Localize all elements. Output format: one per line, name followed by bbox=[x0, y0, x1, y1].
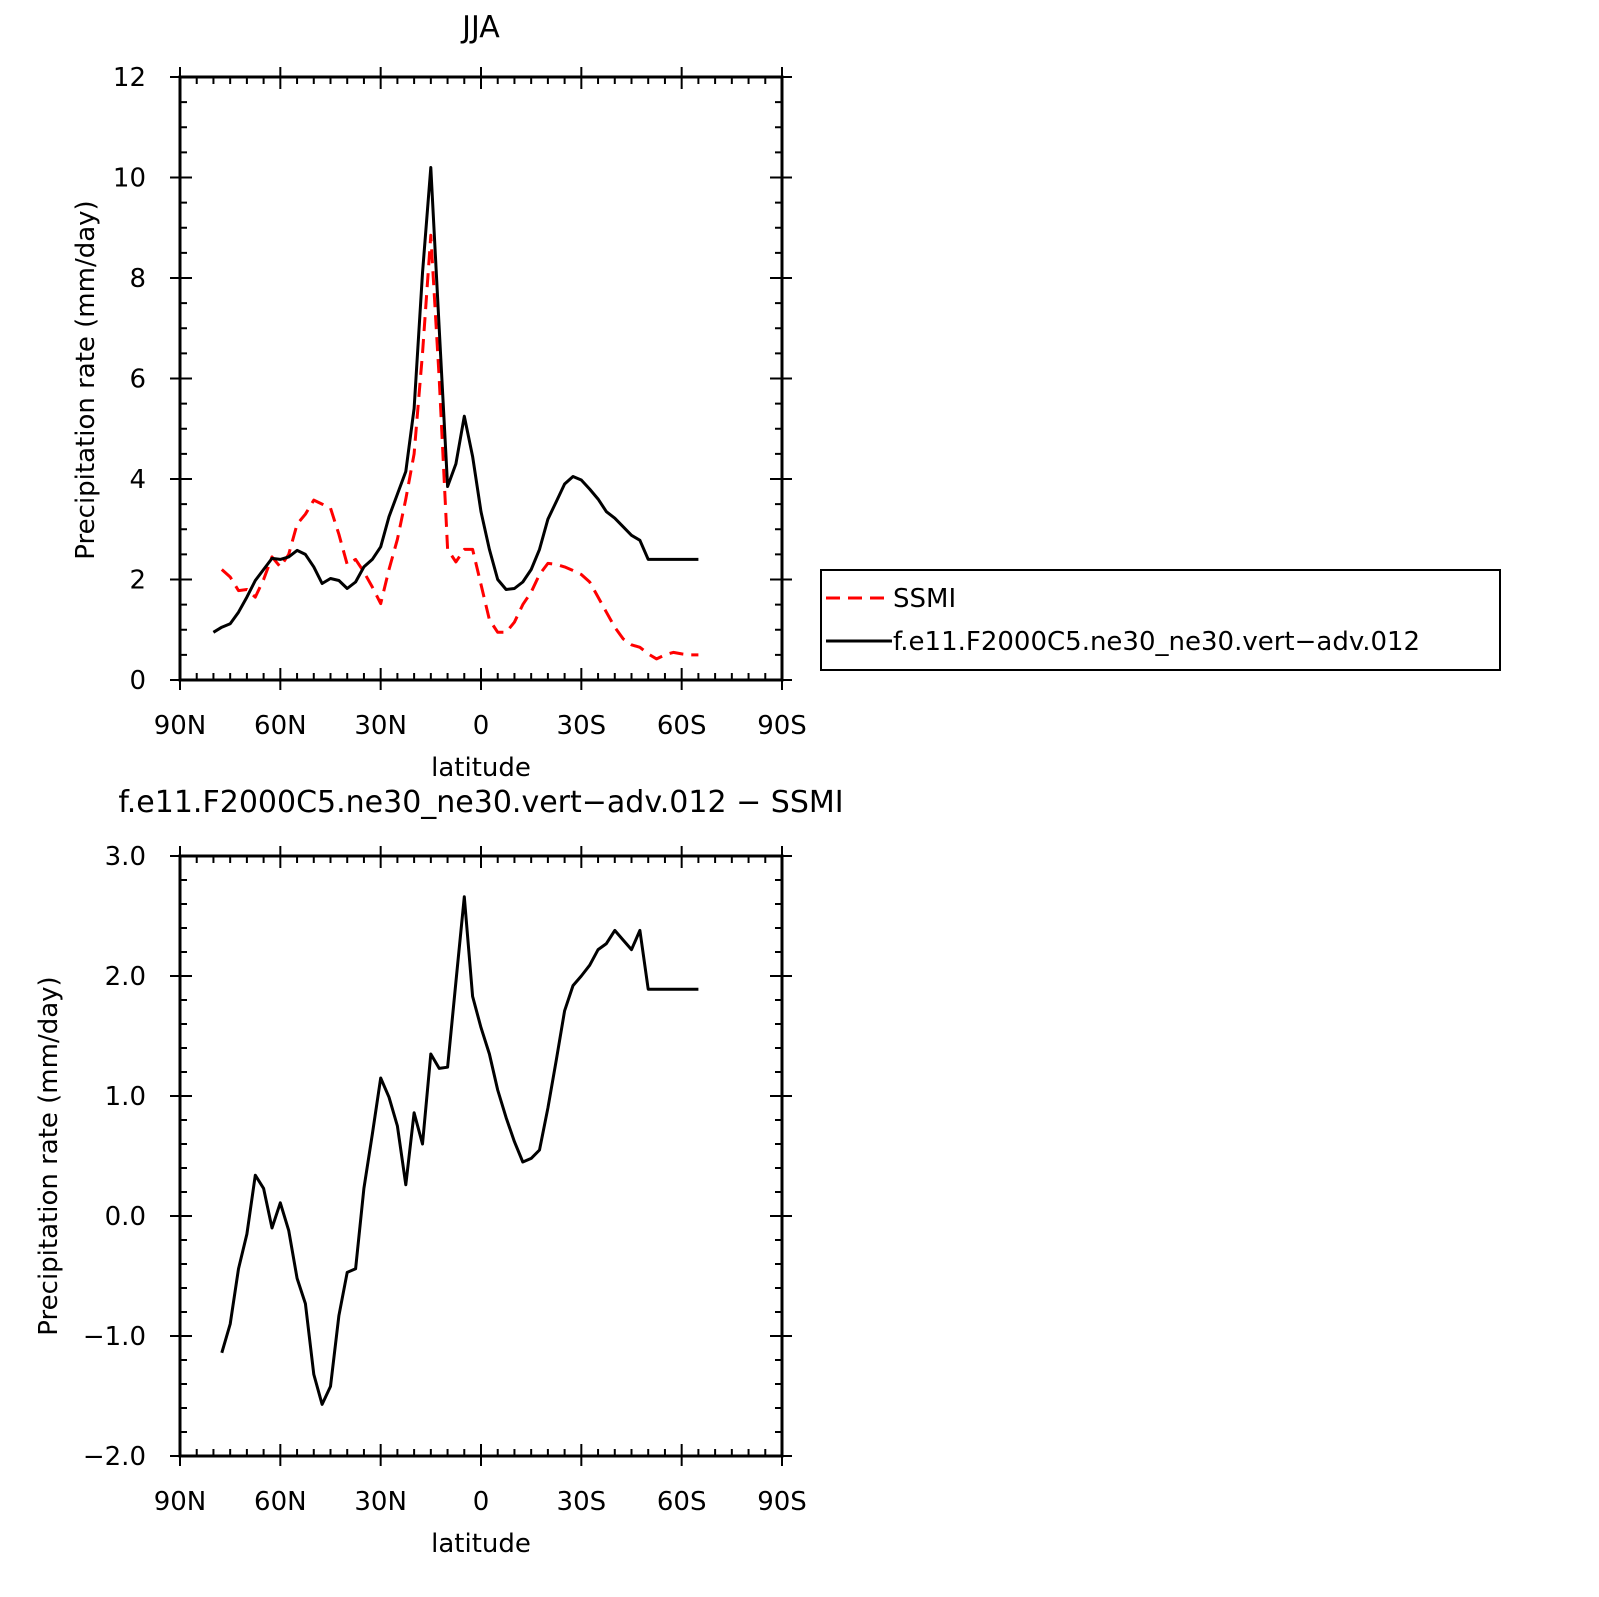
top-ytick-label: 12 bbox=[113, 63, 146, 93]
top-y-axis-label: Precipitation rate (mm/day) bbox=[71, 200, 101, 559]
top-ytick-label: 2 bbox=[129, 566, 146, 596]
top-x-axis-label: latitude bbox=[431, 753, 531, 783]
bottom-ytick-label: −1.0 bbox=[83, 1322, 146, 1352]
bottom-y-tick-labels: −2.0 −1.0 0.0 1.0 2.0 3.0 bbox=[83, 842, 146, 1472]
top-chart-panel: JJA 0 2 4 6 8 10 12 90N 60N 30N 0 30S 60S 90S latitu… bbox=[71, 10, 1501, 783]
top-series-line-0 bbox=[220, 233, 699, 661]
bottom-chart-title: f.e11.F2000C5.ne30_ne30.vert−adv.012 − S… bbox=[118, 785, 843, 820]
bottom-ytick-label: 3.0 bbox=[105, 842, 146, 872]
top-axis-ticks bbox=[170, 67, 792, 690]
bottom-xtick-label: 30S bbox=[557, 1487, 607, 1517]
top-series-line-1 bbox=[212, 166, 699, 634]
legend-box bbox=[820, 569, 1501, 671]
top-ytick-label: 0 bbox=[129, 666, 146, 696]
top-chart-title: JJA bbox=[460, 10, 500, 45]
bottom-xtick-label: 90S bbox=[757, 1487, 807, 1517]
bottom-x-tick-labels: 90N 60N 30N 0 30S 60S 90S bbox=[154, 1487, 807, 1517]
top-xtick-label: 60N bbox=[254, 711, 307, 741]
top-ytick-label: 8 bbox=[129, 264, 146, 294]
top-ytick-label: 6 bbox=[129, 365, 146, 395]
bottom-axis-ticks bbox=[170, 846, 792, 1466]
top-series-group bbox=[212, 166, 699, 661]
bottom-xtick-label: 30N bbox=[354, 1487, 407, 1517]
legend-label-model: f.e11.F2000C5.ne30_ne30.vert−adv.012 bbox=[893, 627, 1420, 657]
bottom-xtick-label: 60S bbox=[657, 1487, 707, 1517]
bottom-xtick-label: 0 bbox=[473, 1487, 490, 1517]
bottom-ytick-label: −2.0 bbox=[83, 1442, 146, 1472]
bottom-xtick-label: 90N bbox=[154, 1487, 207, 1517]
bottom-y-axis-label: Precipitation rate (mm/day) bbox=[34, 976, 64, 1335]
bottom-ytick-label: 0.0 bbox=[105, 1202, 146, 1232]
legend-label-ssmi: SSMI bbox=[893, 584, 956, 614]
top-ytick-label: 10 bbox=[113, 164, 146, 194]
bottom-series-group bbox=[220, 895, 699, 1406]
bottom-x-axis-label: latitude bbox=[431, 1529, 531, 1559]
bottom-ytick-label: 2.0 bbox=[105, 962, 146, 992]
top-xtick-label: 0 bbox=[473, 711, 490, 741]
bottom-plot-frame bbox=[178, 854, 784, 1458]
top-x-tick-labels: 90N 60N 30N 0 30S 60S 90S bbox=[154, 711, 807, 741]
bottom-chart-panel: f.e11.F2000C5.ne30_ne30.vert−adv.012 − S… bbox=[34, 785, 844, 1559]
bottom-xtick-label: 60N bbox=[254, 1487, 307, 1517]
top-y-tick-labels: 0 2 4 6 8 10 12 bbox=[113, 63, 146, 696]
top-xtick-label: 90S bbox=[757, 711, 807, 741]
top-xtick-label: 30N bbox=[354, 711, 407, 741]
top-xtick-label: 30S bbox=[557, 711, 607, 741]
top-xtick-label: 90N bbox=[154, 711, 207, 741]
top-xtick-label: 60S bbox=[657, 711, 707, 741]
legend: SSMI f.e11.F2000C5.ne30_ne30.vert−adv.01… bbox=[820, 569, 1501, 671]
bottom-series-line-0 bbox=[220, 895, 699, 1406]
top-ytick-label: 4 bbox=[129, 465, 146, 495]
bottom-ytick-label: 1.0 bbox=[105, 1082, 146, 1112]
